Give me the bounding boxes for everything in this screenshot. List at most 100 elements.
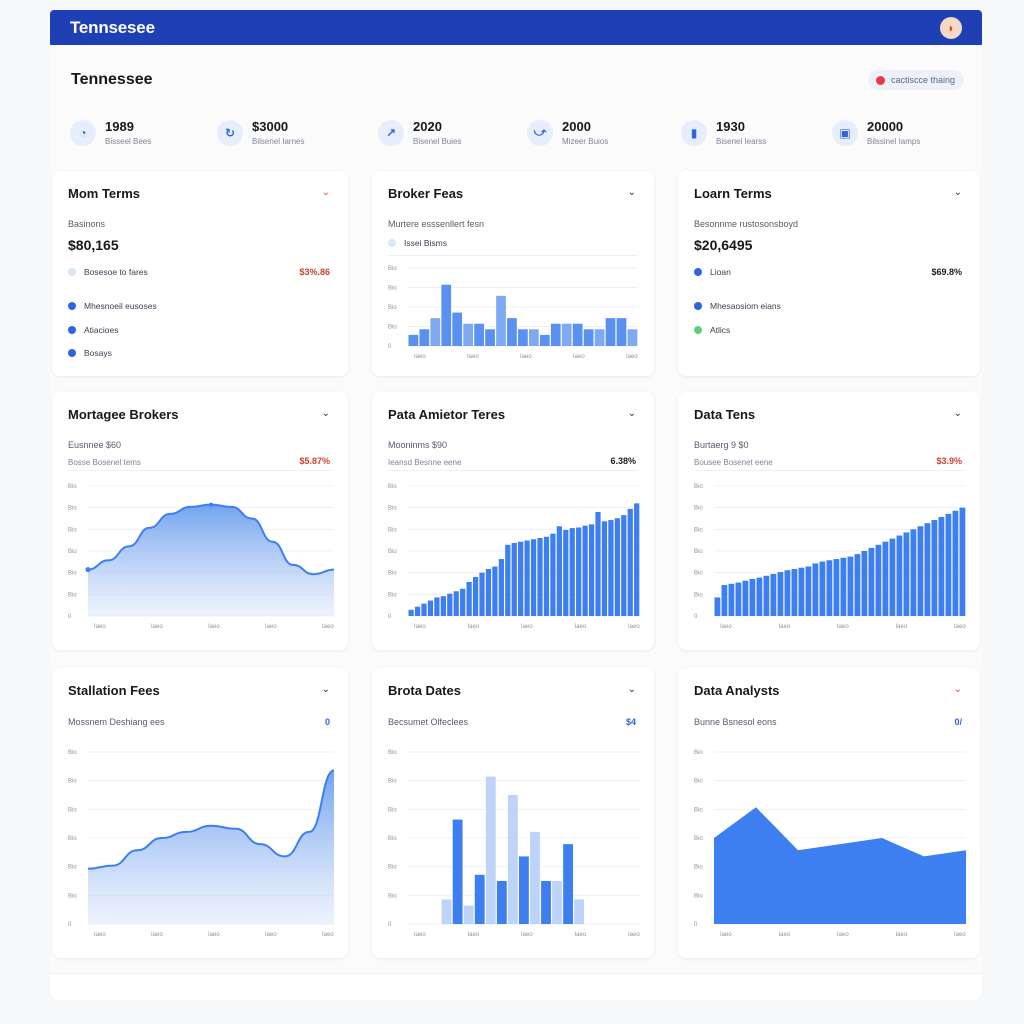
card-title: Pata Amietor Teres: [388, 407, 506, 422]
x-tick-label: Iaeo: [414, 354, 426, 360]
chevron-down-icon[interactable]: ⌄: [627, 187, 636, 198]
chevron-down-icon[interactable]: ⌄: [953, 408, 962, 419]
chevron-down-icon[interactable]: ⌄: [953, 684, 962, 695]
x-tick-label: Iaeo: [837, 624, 849, 630]
bar: [472, 577, 479, 616]
y-tick-label: Bio: [388, 893, 397, 899]
kpi-item[interactable]: ▣ 20000 Bilssinel Iamps: [832, 119, 920, 146]
y-tick-label: Bio: [388, 484, 397, 490]
bar: [419, 329, 430, 346]
y-tick-label: Bio: [68, 807, 77, 813]
kpi-item[interactable]: ↻ $3000 Bilsenel Iarnes: [217, 119, 304, 146]
chevron-down-icon[interactable]: ⌄: [627, 684, 636, 695]
y-tick-label: Bio: [68, 865, 77, 871]
brota-dates-chart: Bio Bio Bio Bio Bio Bio 0 Iaeo Iaeo Iaeo Iaeo Iaeo: [388, 750, 640, 938]
y-tick-label: Bio: [68, 527, 77, 533]
chevron-down-icon[interactable]: ⌄: [321, 684, 330, 695]
y-tick-label: Bio: [694, 779, 703, 785]
kpi-label: Bisseel Bees: [105, 137, 152, 146]
y-tick-label: Bio: [694, 865, 703, 871]
card-row-label: Bosse Bosenel tems: [68, 458, 141, 467]
kpi-value: $3000: [252, 119, 289, 134]
bar: [583, 329, 594, 346]
page-title: Tennessee: [71, 71, 153, 88]
delta-value: 0: [324, 717, 330, 727]
bar: [414, 606, 421, 616]
legend-label: Atiacioes: [84, 325, 119, 335]
bar: [496, 881, 507, 924]
y-tick-label: Bio: [694, 571, 703, 577]
kpi-label: Bilssinel Iamps: [867, 137, 921, 146]
chevron-down-icon[interactable]: ⌄: [627, 408, 636, 419]
chevron-down-icon[interactable]: ⌄: [321, 408, 330, 419]
card-subtitle: Bunne Bsnesol eons: [694, 717, 777, 727]
legend-label: Issei Bisms: [404, 238, 447, 248]
status-dot-icon: [875, 75, 885, 85]
kpi-label: Bilsenel Iarnes: [252, 137, 305, 146]
bar: [485, 568, 492, 616]
kpi-item[interactable]: ↗ 2020 Bisenel Buies: [378, 119, 461, 146]
bar: [868, 547, 875, 616]
y-tick-label: Bio: [694, 527, 703, 533]
broker-feas-chart: Bio Bio Bio Bio 0 Iaeo Iaeo Iaeo Iaeo Iaeo: [388, 266, 638, 360]
kpi-item[interactable]: ◔ 1989 Bisseel Bees: [70, 119, 151, 146]
card-broker-feas: Broker Feas ⌄ Murtere esssenllert fesn I…: [372, 171, 654, 376]
y-tick-label: Bio: [694, 592, 703, 598]
bar: [770, 573, 777, 616]
bar: [833, 559, 840, 616]
wallet-icon: ▣: [832, 119, 858, 146]
card-data-analysts: Data Analysts ⌄ Bunne Bsnesol eons 0/ Bi…: [678, 668, 980, 958]
legend-item: Atiacioes: [68, 325, 119, 335]
x-tick-label: Iaeo: [208, 932, 220, 938]
stallation-fees-chart: Bio Bio Bio Bio Bio Bio 0 Iaeo Iaeo Iaeo Iaeo Iaeo: [68, 750, 335, 938]
bar: [634, 503, 640, 616]
card-value: $20,6495: [694, 237, 753, 253]
bar: [805, 566, 812, 616]
area-fill: [714, 807, 966, 924]
bar: [952, 510, 959, 616]
y-tick-label: 0: [694, 614, 698, 620]
bar: [518, 856, 529, 924]
kpi-label: Mizeer Buios: [562, 137, 609, 146]
x-tick-label: Iaeo: [414, 932, 426, 938]
status-badge[interactable]: cactiscce thaing: [867, 70, 964, 90]
bar: [427, 600, 434, 616]
chevron-down-icon[interactable]: ⌄: [321, 187, 330, 198]
y-tick-label: Bio: [388, 305, 397, 311]
x-tick-label: Iaeo: [94, 932, 106, 938]
kpi-value: 2000: [562, 119, 591, 134]
card-subtitle: Besonnme rustosonsboyd: [694, 219, 799, 229]
trend-icon: ↗: [378, 119, 404, 146]
x-tick-label: Iaeo: [628, 624, 640, 630]
mortagee-brokers-chart: Bio Bio Bio Bio Bio Bio 0 Iaeo Iaeo Iaeo Iaeo Iaeo: [68, 484, 334, 630]
bar: [924, 523, 931, 616]
legend-dot-icon: [694, 302, 702, 310]
legend-label: Bosays: [84, 348, 112, 358]
y-tick-label: Bio: [388, 807, 397, 813]
card-subtitle: Basinons: [68, 219, 106, 229]
dashboard-shell: Tennessee cactiscce thaing ◔ 1989 Bisseel…: [50, 45, 982, 1000]
y-tick-label: Bio: [388, 779, 397, 785]
kpi-item[interactable]: ▮ 1930 Bisenel Iearss: [681, 119, 766, 146]
x-tick-label: Iaeo: [94, 624, 106, 630]
card-data-tens: Data Tens ⌄ Burtaerg 9 $0 Bousee Bosenet…: [678, 392, 980, 650]
kpi-item[interactable]: ⤻ 2000 Mizeer Buios: [527, 119, 608, 146]
user-avatar[interactable]: ◗: [940, 16, 962, 39]
bar: [595, 512, 601, 616]
bar: [496, 295, 506, 346]
chevron-down-icon[interactable]: ⌄: [953, 187, 962, 198]
legend-label: Mhesnoeil eusoses: [84, 301, 157, 311]
bar: [563, 529, 569, 616]
bar: [903, 532, 910, 616]
card-title: Broker Feas: [388, 186, 464, 201]
y-tick-label: 0: [388, 922, 392, 928]
bar: [608, 520, 614, 616]
x-tick-label: Iaeo: [151, 932, 163, 938]
y-tick-label: Bio: [68, 571, 77, 577]
legend-item: Bosays: [68, 348, 112, 358]
bar: [749, 578, 756, 616]
delta-value: $4: [625, 717, 636, 727]
bar: [889, 538, 896, 616]
bar: [408, 609, 414, 616]
kpi-value: 20000: [867, 119, 904, 134]
